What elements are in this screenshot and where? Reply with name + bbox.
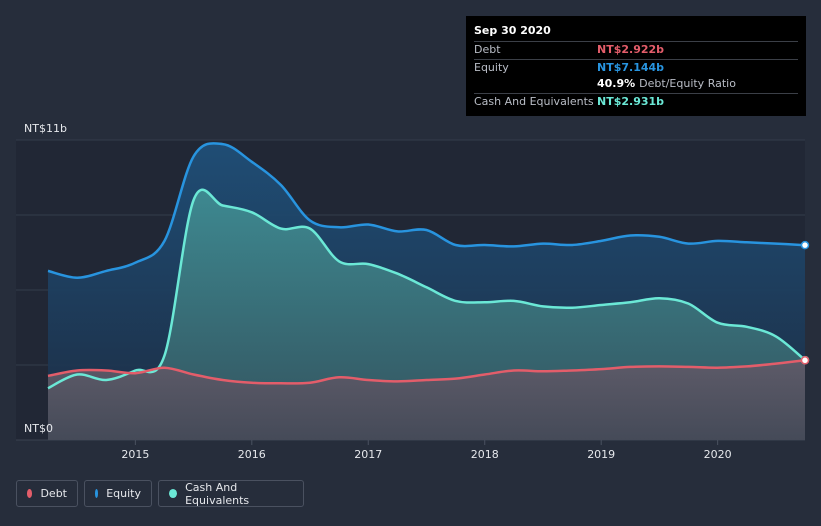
tooltip-debt-row: Debt NT$2.922b xyxy=(474,41,798,59)
x-axis: 2015 2016 2017 2018 2019 2020 xyxy=(121,440,732,461)
tooltip-cash-value: NT$2.931b xyxy=(597,94,665,108)
equity-end-marker[interactable] xyxy=(800,240,810,250)
tooltip: Sep 30 2020 Debt NT$2.922b Equity NT$7.1… xyxy=(466,16,806,116)
tooltip-cash-label: Cash And Equivalents xyxy=(474,94,594,108)
legend-debt[interactable]: Debt xyxy=(16,480,78,507)
debt-area xyxy=(48,360,805,440)
cash-line xyxy=(47,188,806,390)
y-axis-top-label: NT$11b xyxy=(24,122,67,135)
x-tick-label: 2015 xyxy=(121,448,149,461)
legend-cash[interactable]: Cash And Equivalents xyxy=(158,480,304,507)
tooltip-date: Sep 30 2020 xyxy=(474,24,551,37)
y-axis-bottom-label: NT$0 xyxy=(24,422,53,435)
cash-dot-icon xyxy=(169,489,178,498)
tooltip-ratio-label: Debt/Equity Ratio xyxy=(639,77,736,90)
end-markers xyxy=(800,240,810,365)
debt-line xyxy=(47,359,806,385)
tooltip-ratio-value: 40.9% xyxy=(597,77,636,90)
debt-dot-icon xyxy=(27,489,33,498)
tooltip-equity-label: Equity xyxy=(474,60,509,74)
debt-end-marker[interactable] xyxy=(800,356,810,365)
x-tick-label: 2017 xyxy=(354,448,382,461)
legend-debt-label: Debt xyxy=(40,487,67,500)
legend-cash-label: Cash And Equivalents xyxy=(185,480,250,507)
tooltip-debt-label: Debt xyxy=(474,43,501,56)
tooltip-debt-value: NT$2.922b xyxy=(597,43,665,56)
tooltip-ratio-row: 40.9% Debt/Equity Ratio xyxy=(474,76,798,93)
x-tick-label: 2020 xyxy=(704,448,732,461)
legend-equity-label: Equity xyxy=(106,487,141,500)
tooltip-equity-value: NT$7.144b xyxy=(597,60,665,74)
x-tick-label: 2016 xyxy=(238,448,266,461)
equity-line xyxy=(47,142,806,279)
x-tick-label: 2018 xyxy=(471,448,499,461)
series-lines xyxy=(47,142,806,390)
x-tick-label: 2019 xyxy=(587,448,615,461)
legend-equity[interactable]: Equity xyxy=(84,480,152,507)
series-areas xyxy=(48,143,805,440)
tooltip-cash-row: Cash And Equivalents NT$2.931b xyxy=(474,92,798,111)
tooltip-equity-row: Equity NT$7.144b xyxy=(474,58,798,77)
equity-dot-icon xyxy=(95,489,99,498)
